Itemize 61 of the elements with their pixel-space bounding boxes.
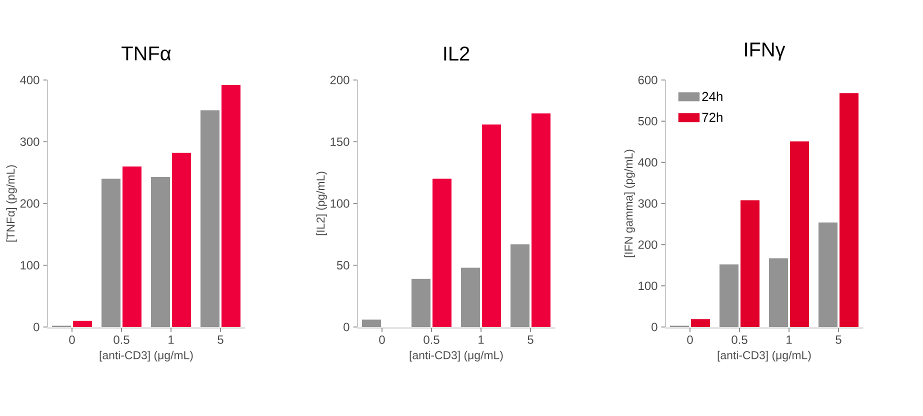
bar — [122, 166, 142, 327]
y-tick-label: 400 — [638, 158, 658, 167]
y-tick-label: 0 — [344, 322, 350, 332]
y-tick-label: 0 — [652, 322, 658, 332]
x-tick-label: 5 — [836, 336, 842, 344]
x-tick-label: 1 — [168, 336, 174, 344]
x-tick-label: 0.5 — [424, 336, 440, 344]
bar — [102, 178, 120, 327]
bar — [769, 258, 788, 327]
bar — [222, 84, 240, 327]
chart-title: IL2 — [444, 46, 470, 60]
y-axis-title: [IFN gamma] (pg/mL) — [624, 150, 635, 258]
x-tick-label: 0 — [69, 336, 75, 344]
bar — [482, 124, 502, 327]
x-tick-label: 1 — [786, 336, 792, 344]
y-tick-label: 600 — [638, 76, 658, 84]
y-tick-label: 100 — [20, 261, 40, 270]
bar — [73, 320, 92, 327]
bar — [532, 113, 551, 327]
y-tick-label: 150 — [330, 138, 350, 146]
bar — [840, 93, 859, 327]
y-tick-label: 300 — [20, 138, 40, 146]
bar — [818, 222, 838, 327]
y-tick-label: 50 — [336, 261, 350, 270]
x-tick-label: 0.5 — [732, 336, 748, 344]
bar — [790, 141, 810, 327]
bar — [691, 319, 710, 327]
y-tick-label: 500 — [638, 116, 658, 126]
x-axis-title: [anti-CD3] (μg/mL) — [410, 350, 503, 362]
x-tick-label: 5 — [218, 336, 224, 344]
legend-label: 24h — [702, 92, 722, 101]
y-axis-title: [IL2] (pg/mL) — [316, 172, 327, 236]
y-tick-label: 200 — [638, 240, 658, 249]
bar — [172, 152, 191, 327]
bar — [740, 200, 760, 327]
x-axis-title: [anti-CD3] (μg/mL) — [100, 350, 193, 362]
bar — [362, 320, 382, 327]
y-tick-label: 200 — [330, 76, 350, 84]
bar — [461, 268, 480, 327]
y-tick-label: 0 — [34, 322, 40, 332]
legend-label: 72h — [702, 112, 722, 122]
y-tick-label: 400 — [20, 76, 40, 84]
bar — [200, 110, 220, 327]
x-tick-label: 1 — [478, 336, 484, 344]
y-tick-label: 100 — [330, 199, 350, 208]
bar — [151, 176, 170, 327]
bar — [432, 178, 452, 327]
chart-title: IFNγ — [745, 42, 786, 60]
x-tick-label: 0.5 — [114, 336, 130, 344]
y-tick-label: 100 — [638, 282, 658, 290]
bar — [412, 278, 431, 327]
bar — [510, 244, 530, 327]
x-tick-label: 0 — [687, 336, 693, 344]
x-tick-label: 5 — [528, 336, 534, 344]
x-tick-label: 0 — [379, 336, 385, 344]
y-tick-label: 200 — [20, 199, 40, 208]
chart-title: TNFα — [122, 46, 171, 60]
y-tick-label: 300 — [638, 199, 658, 208]
y-axis-title: [TNFα] (pg/mL) — [6, 165, 17, 242]
bar — [720, 264, 739, 327]
x-axis-title: [anti-CD3] (μg/mL) — [718, 350, 811, 362]
